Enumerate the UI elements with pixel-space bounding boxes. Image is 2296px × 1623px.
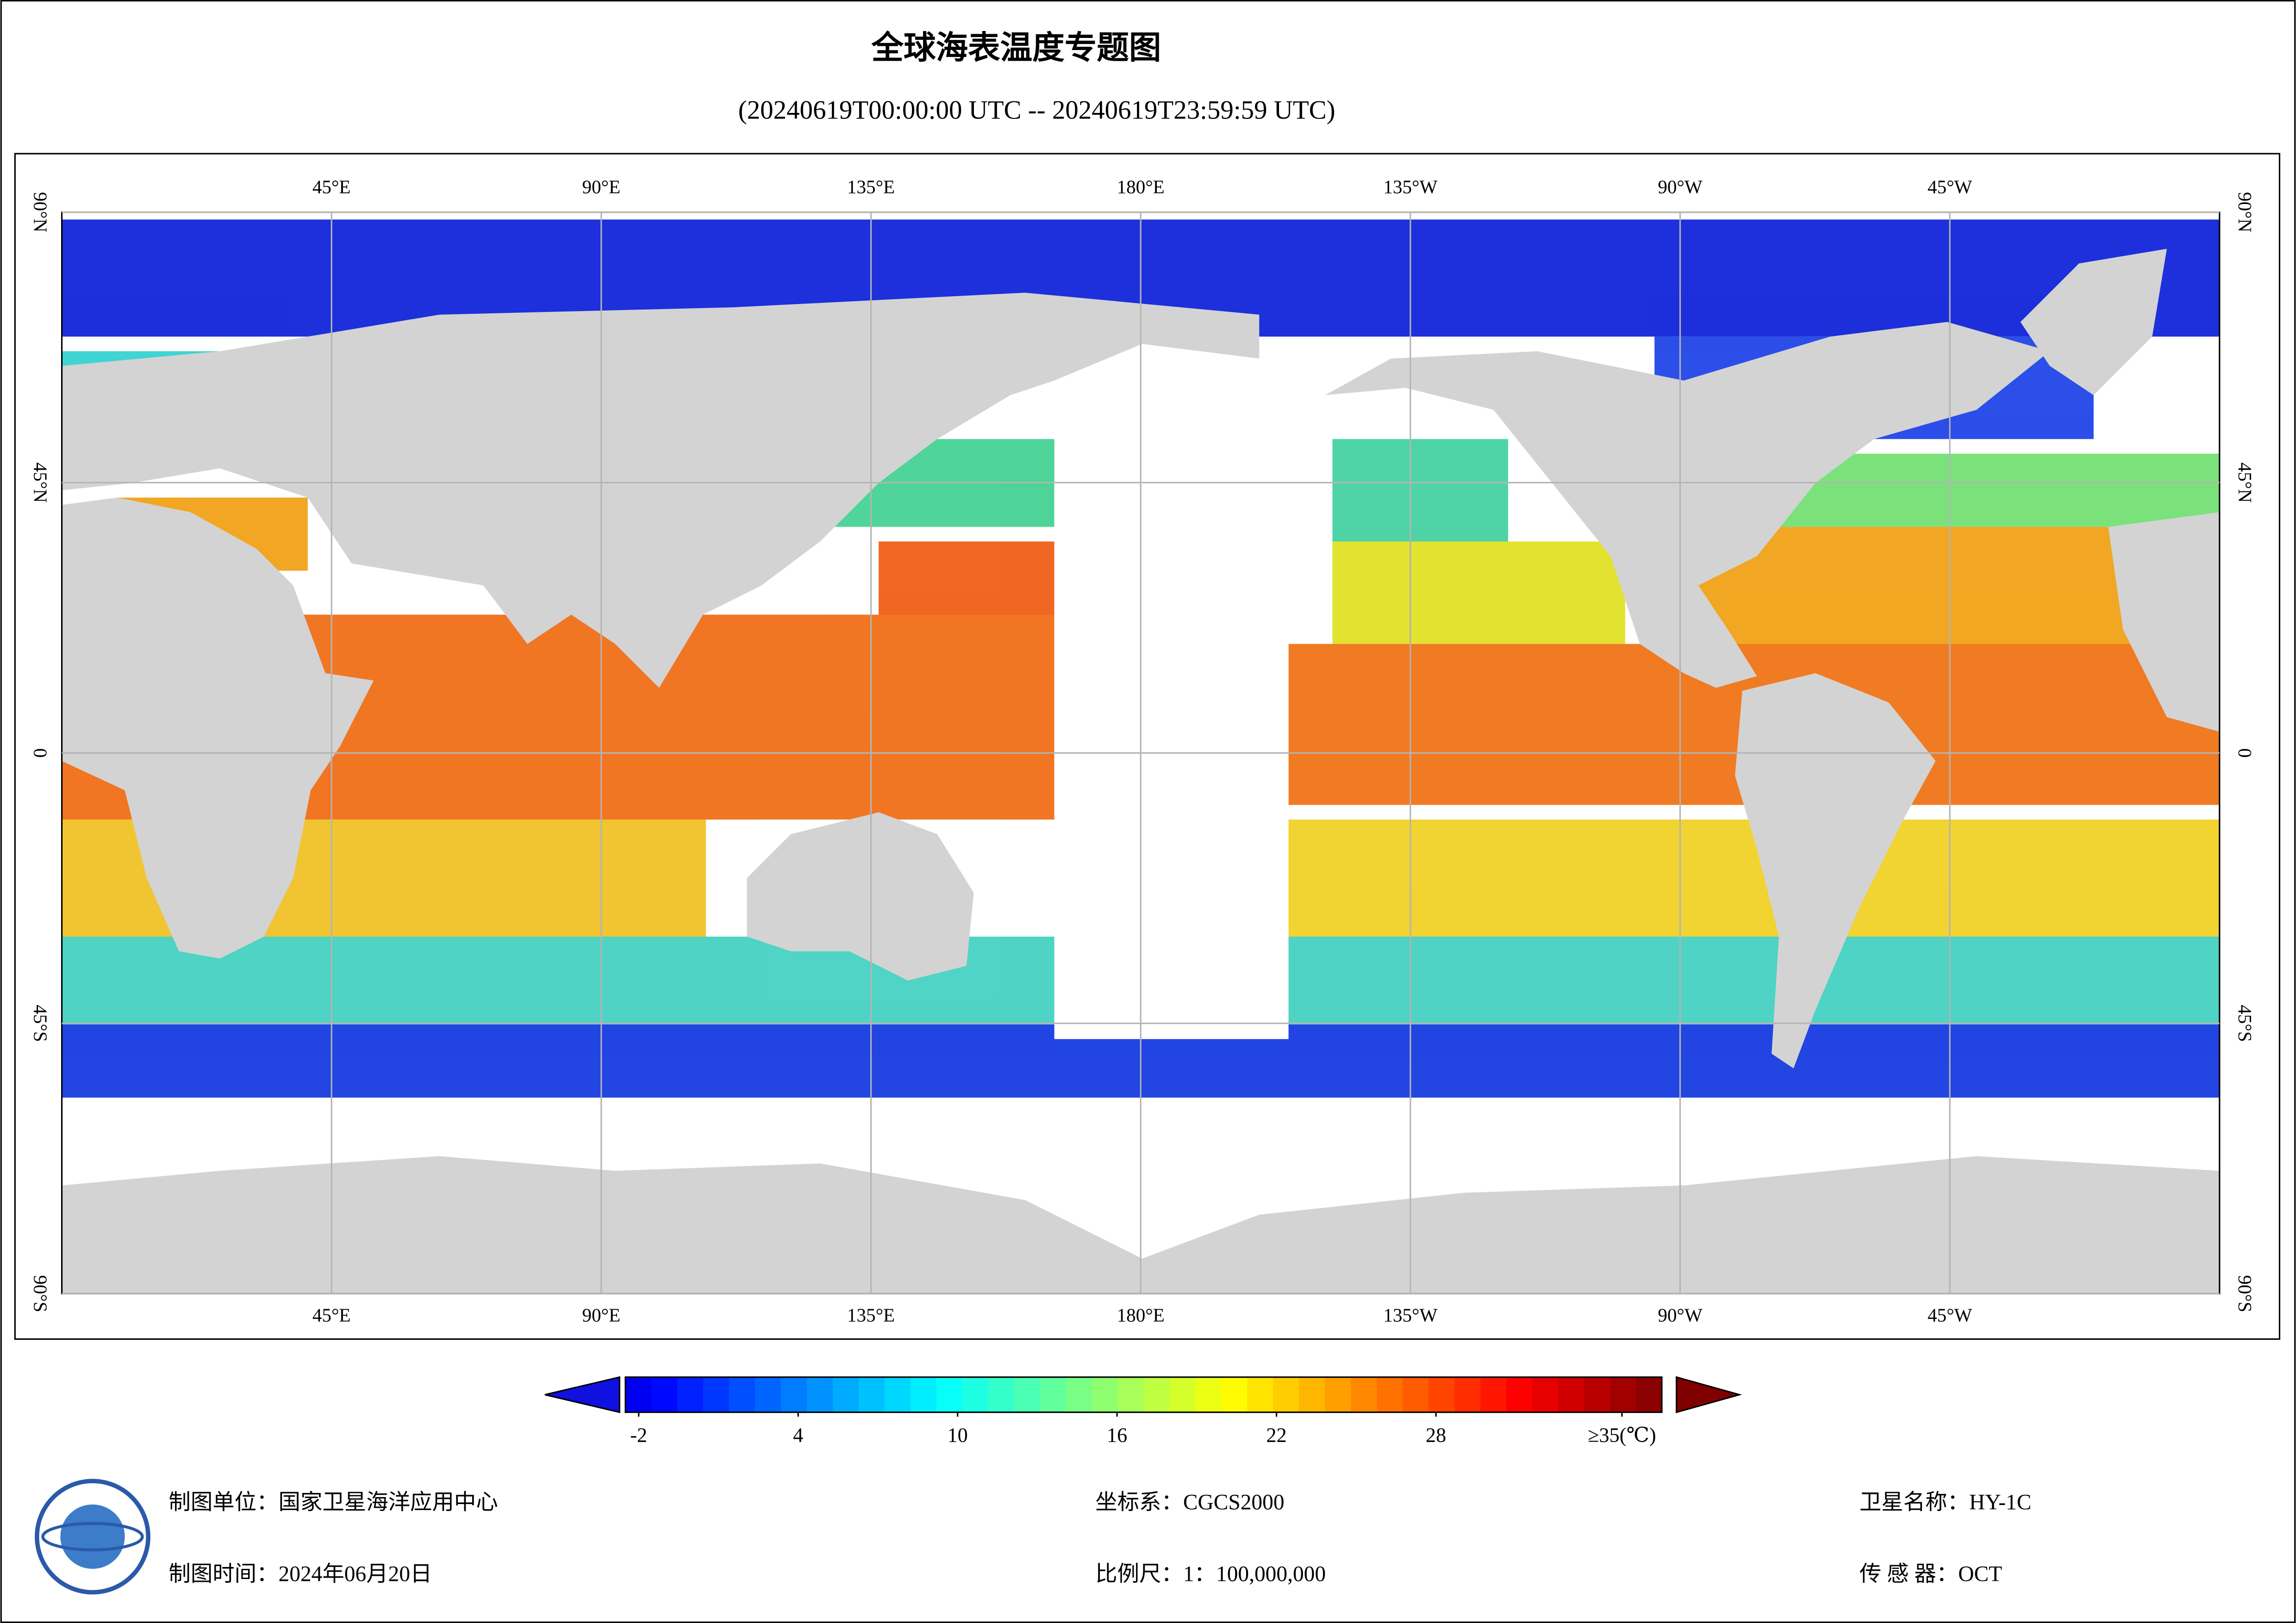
lon-label-bottom: 45°E <box>312 1305 351 1326</box>
lat-label-left: 45°N <box>30 462 51 503</box>
lat-label-right: 45°S <box>2234 1005 2256 1042</box>
colorbar-segment <box>703 1377 730 1412</box>
lon-label-bottom: 90°W <box>1658 1305 1703 1326</box>
lat-label-right: 45°N <box>2234 462 2256 503</box>
colorbar-segment <box>1403 1377 1429 1412</box>
colorbar-segment <box>1584 1377 1611 1412</box>
colorbar-segment <box>729 1377 756 1412</box>
lat-label-left: 0 <box>30 748 51 758</box>
colorbar-segment <box>1143 1377 1170 1412</box>
colorbar-segment <box>1377 1377 1404 1412</box>
colorbar-segment <box>651 1377 678 1412</box>
lon-label-top: 180°E <box>1117 176 1165 197</box>
logo <box>35 1479 150 1595</box>
lat-label-left: 90°S <box>30 1275 51 1312</box>
land-west-africa <box>2108 512 2220 732</box>
footer-sensor: 传 感 器：OCT <box>1859 1562 2002 1586</box>
colorbar-segment <box>884 1377 911 1412</box>
colorbar-segment <box>1558 1377 1585 1412</box>
lon-label-top: 90°E <box>582 176 621 197</box>
colorbar-segment <box>780 1377 808 1412</box>
map <box>61 211 2221 1295</box>
lon-label-bottom: 45°W <box>1928 1305 1972 1326</box>
colorbar-segment <box>1454 1377 1481 1412</box>
lon-label-bottom: 180°E <box>1117 1305 1165 1326</box>
lon-label-bottom: 135°W <box>1383 1305 1437 1326</box>
colorbar-arrow-low <box>544 1376 620 1413</box>
colorbar-segment <box>910 1377 937 1412</box>
footer-unit: 制图单位：国家卫星海洋应用中心 <box>168 1491 498 1515</box>
colorbar-segment <box>1169 1377 1196 1412</box>
land-south-america <box>1735 673 1936 1069</box>
colorbar-segment <box>1117 1377 1144 1412</box>
lon-label-top: 90°W <box>1658 176 1703 197</box>
colorbar-segment <box>625 1377 652 1412</box>
colorbar-segment <box>988 1377 1015 1412</box>
colorbar-segment <box>1040 1377 1067 1412</box>
logo-globe <box>60 1504 125 1569</box>
colorbar-segment <box>1014 1377 1041 1412</box>
lat-label-left: 90°N <box>30 192 51 232</box>
colorbar-arrow-high <box>1676 1376 1742 1413</box>
colorbar-tick-label: 10 <box>948 1424 968 1447</box>
colorbar-segment <box>1506 1377 1533 1412</box>
colorbar-segment <box>677 1377 704 1412</box>
colorbar-segment <box>1221 1377 1248 1412</box>
colorbar-tick-label: ≥35(℃) <box>1588 1424 1656 1447</box>
subtitle: (20240619T00:00:00 UTC -- 20240619T23:59… <box>738 96 1335 125</box>
lon-label-top: 135°E <box>847 176 895 197</box>
colorbar-segment <box>1273 1377 1300 1412</box>
colorbar-segment <box>1429 1377 1455 1412</box>
lon-label-bottom: 90°E <box>582 1305 621 1326</box>
colorbar-segment <box>1195 1377 1222 1412</box>
land-eurasia <box>62 292 1260 688</box>
colorbar-segment <box>936 1377 963 1412</box>
footer-satellite: 卫星名称：HY-1C <box>1859 1491 2031 1515</box>
land-africa <box>62 497 374 959</box>
lat-label-left: 45°S <box>30 1005 51 1042</box>
no-data-central-pacific <box>1054 483 1289 1039</box>
colorbar-tick-label: 22 <box>1266 1424 1286 1447</box>
colorbar-segment <box>962 1377 989 1412</box>
colorbar-tick-label: -2 <box>630 1424 647 1447</box>
footer-crs: 坐标系：CGCS2000 <box>1095 1491 1284 1515</box>
map-frame <box>14 153 2281 1340</box>
colorbar-segment <box>1066 1377 1092 1412</box>
footer-scale: 比例尺：1：100,000,000 <box>1095 1562 1326 1586</box>
colorbar-tick-label: 16 <box>1107 1424 1127 1447</box>
colorbar-segment <box>1299 1377 1326 1412</box>
title: 全球海表温度专题图 <box>871 29 1161 67</box>
lon-label-top: 45°E <box>312 176 351 197</box>
sst-south-pacific <box>1259 819 2220 951</box>
lat-label-right: 0 <box>2234 748 2256 758</box>
colorbar-tick-label: 28 <box>1426 1424 1446 1447</box>
colorbar-segment <box>806 1377 834 1412</box>
colorbar-segment <box>755 1377 782 1412</box>
lat-label-right: 90°S <box>2234 1275 2256 1312</box>
colorbar-segment <box>1325 1377 1352 1412</box>
colorbar-segment <box>1480 1377 1507 1412</box>
colorbar-segment <box>1092 1377 1118 1412</box>
land-australia <box>747 812 974 981</box>
colorbar-segment <box>858 1377 886 1412</box>
logo-orbit <box>41 1522 144 1552</box>
footer-time: 制图时间：2024年06月20日 <box>168 1562 432 1586</box>
colorbar-segment <box>1247 1377 1274 1412</box>
colorbar-frame <box>624 1376 1663 1413</box>
lon-label-bottom: 135°E <box>847 1305 895 1326</box>
colorbar-segment <box>1351 1377 1378 1412</box>
colorbar-segment <box>1610 1377 1637 1412</box>
colorbar-segment <box>1635 1377 1663 1412</box>
lat-label-right: 90°N <box>2234 192 2256 232</box>
colorbar-segment <box>1532 1377 1559 1412</box>
sst-ne-pacific <box>1332 439 1508 556</box>
colorbar-segment <box>832 1377 860 1412</box>
land-north-america <box>1325 322 2050 688</box>
colorbar-tick-label: 4 <box>793 1424 803 1447</box>
lon-label-top: 135°W <box>1383 176 1437 197</box>
lon-label-top: 45°W <box>1928 176 1972 197</box>
sst-ne-pacific-warm <box>1332 541 1625 644</box>
